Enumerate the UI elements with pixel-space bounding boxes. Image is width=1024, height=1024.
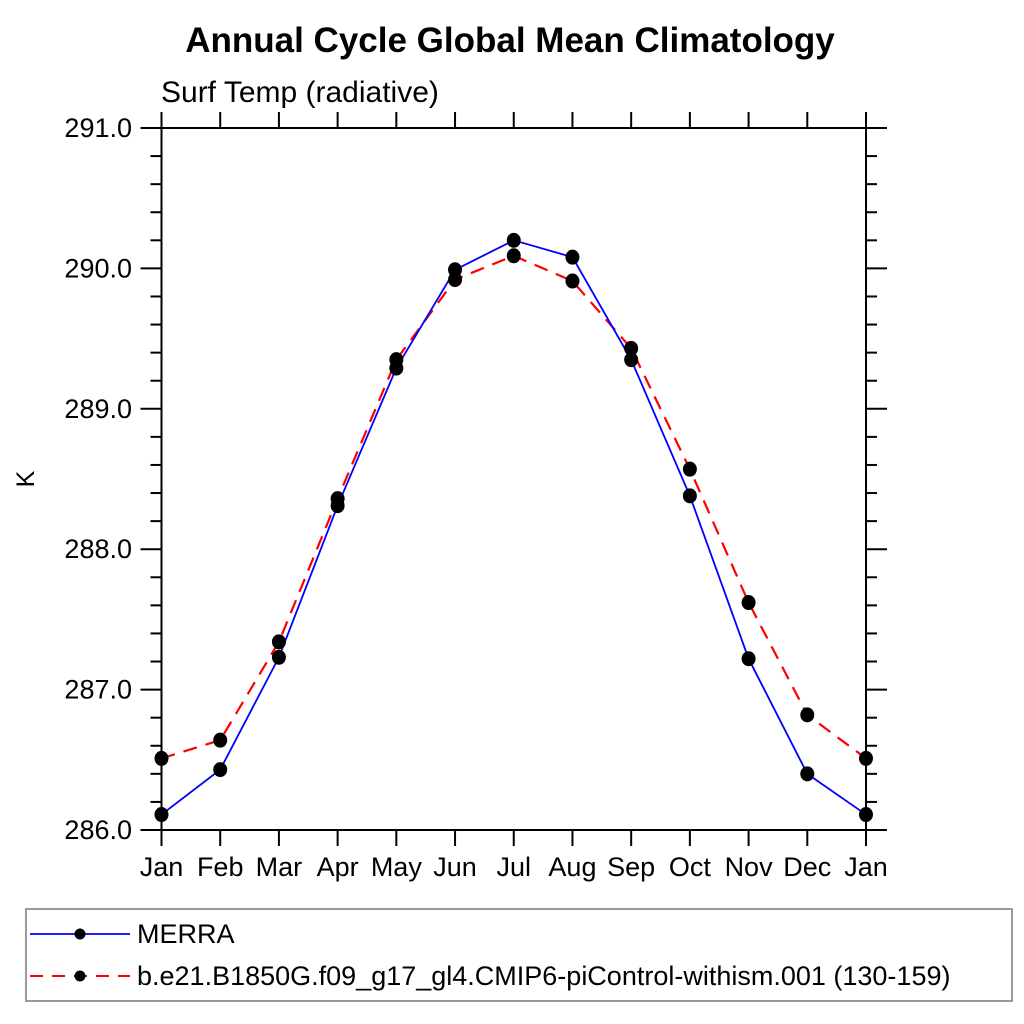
data-point-dot bbox=[330, 491, 345, 507]
data-point-dot bbox=[271, 649, 286, 665]
y-tick-label: 289.0 bbox=[64, 394, 132, 424]
data-point-dot bbox=[154, 750, 169, 766]
y-axis-label: K bbox=[12, 470, 40, 487]
legend-item-model: b.e21.B1850G.f09_g17_gl4.CMIP6-piControl… bbox=[27, 955, 1011, 997]
legend-marker-dot-icon bbox=[74, 928, 86, 940]
plot-area: Jan Feb Mar Apr May Jun Jul Aug Sep Oct Nov Dec Jan 2… bbox=[64, 112, 888, 882]
data-point-dot bbox=[682, 461, 697, 477]
data-point-dot bbox=[741, 595, 756, 611]
data-point-dot bbox=[154, 807, 169, 823]
y-tick-label: 291.0 bbox=[64, 113, 132, 143]
data-point-dot bbox=[800, 707, 815, 723]
legend-label-model: b.e21.B1850G.f09_g17_gl4.CMIP6-piControl… bbox=[137, 960, 951, 991]
x-tick-label: Apr bbox=[317, 852, 359, 882]
x-tick-label: Nov bbox=[725, 852, 774, 882]
data-point-dot bbox=[859, 750, 873, 766]
legend-item-merra: MERRA bbox=[27, 913, 1011, 955]
x-tick-label: Aug bbox=[548, 852, 596, 882]
x-tick-label: Dec bbox=[783, 852, 831, 882]
series-markers-model bbox=[154, 248, 873, 766]
data-point-dot bbox=[213, 732, 228, 748]
chart-title: Annual Cycle Global Mean Climatology bbox=[185, 21, 835, 60]
data-point-dot bbox=[448, 272, 463, 288]
legend-marker-dot-icon bbox=[74, 970, 86, 982]
x-tick-label: Sep bbox=[607, 852, 655, 882]
legend-dashed-line-sample bbox=[30, 970, 130, 982]
annual-cycle-climatology-chart: Annual Cycle Global Mean Climatology Sur… bbox=[12, 21, 888, 882]
y-tick-label: 290.0 bbox=[64, 253, 132, 283]
y-tick-label: 287.0 bbox=[64, 675, 132, 705]
legend-label-merra: MERRA bbox=[137, 918, 235, 949]
y-axis: 286.0 287.0 288.0 289.0 290.0 291.0 bbox=[64, 113, 887, 845]
x-tick-label: Mar bbox=[256, 852, 303, 882]
data-point-dot bbox=[624, 340, 639, 356]
x-tick-label: Feb bbox=[197, 852, 244, 882]
y-tick-label: 286.0 bbox=[64, 815, 132, 845]
legend-solid-line-sample bbox=[30, 928, 130, 940]
data-point-dot bbox=[565, 273, 580, 289]
y-tick-label: 288.0 bbox=[64, 534, 132, 564]
data-point-dot bbox=[682, 488, 697, 504]
data-point-dot bbox=[859, 807, 873, 823]
data-point-dot bbox=[565, 249, 580, 265]
x-tick-label: Jan bbox=[844, 852, 888, 882]
data-point-dot bbox=[506, 248, 521, 264]
data-point-dot bbox=[741, 651, 756, 667]
data-point-dot bbox=[506, 232, 521, 248]
data-point-dot bbox=[624, 352, 639, 368]
chart-subtitle: Surf Temp (radiative) bbox=[161, 76, 439, 109]
legend: MERRA b.e21.B1850G.f09_g17_gl4.CMIP6-piC… bbox=[25, 908, 1013, 1002]
x-axis: Jan Feb Mar Apr May Jun Jul Aug Sep Oct Nov Dec Jan bbox=[140, 112, 888, 882]
data-point-dot bbox=[800, 766, 815, 782]
x-tick-label: Jul bbox=[496, 852, 531, 882]
data-point-dot bbox=[271, 634, 286, 650]
data-point-dot bbox=[213, 762, 228, 778]
x-tick-label: Jan bbox=[140, 852, 184, 882]
series-line-merra bbox=[160, 239, 867, 816]
x-tick-label: Oct bbox=[669, 852, 712, 882]
x-tick-label: Jun bbox=[433, 852, 477, 882]
x-tick-label: May bbox=[371, 852, 423, 882]
data-point-dot bbox=[389, 352, 404, 368]
series-markers-merra bbox=[154, 232, 873, 823]
